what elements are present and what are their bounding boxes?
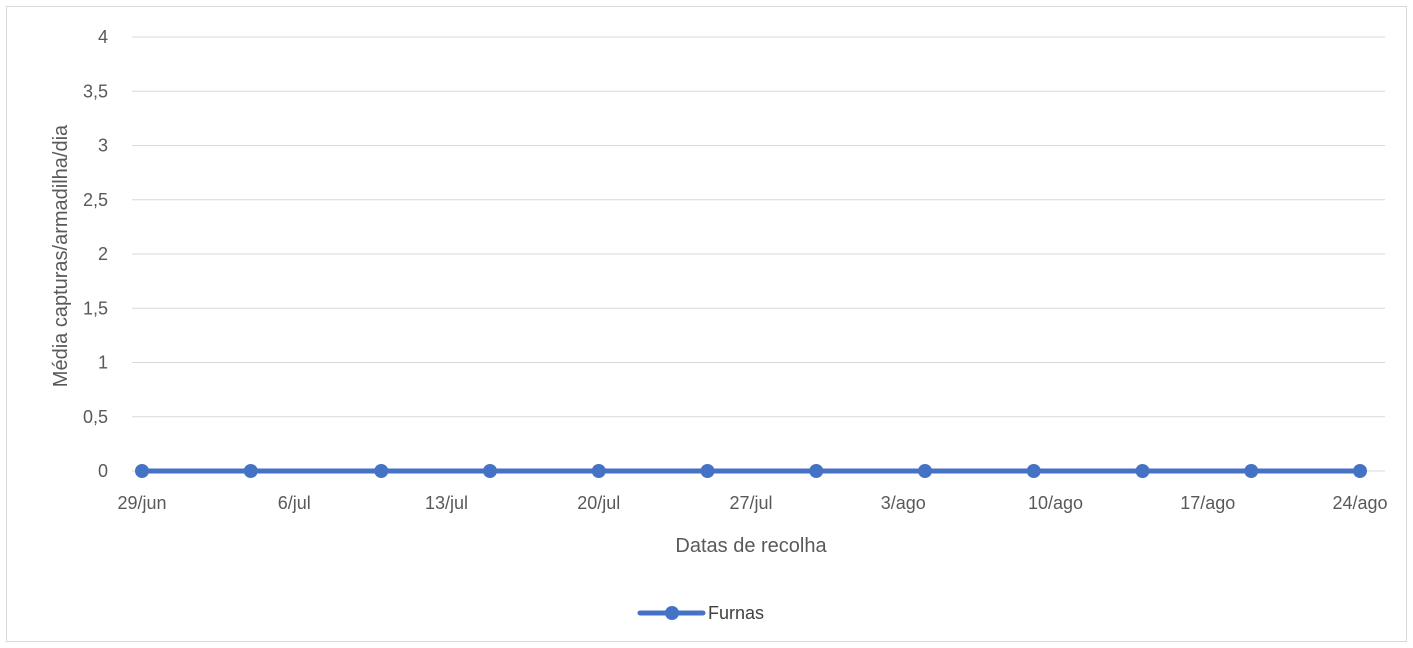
y-axis-title: Média capturas/armadilha/dia [50,124,72,387]
data-point [243,464,258,478]
x-tick-label: 13/jul [425,493,468,513]
chart-area [6,6,1407,642]
data-point [591,464,606,478]
data-point [135,464,149,478]
series-layer [135,464,1367,478]
y-tick-label: 0 [98,461,108,481]
data-point [1244,464,1259,478]
data-point [1026,464,1041,478]
gridlines [132,36,1385,472]
data-point [809,464,824,478]
y-tick-label: 3,5 [83,81,108,101]
y-tick-label: 1,5 [83,298,108,318]
y-tick-label: 0,5 [83,407,108,427]
legend-marker-furnas [665,606,679,620]
y-tick-label: 1 [98,353,108,373]
x-tick-label: 10/ago [1028,493,1083,513]
x-tick-label: 29/jun [117,493,166,513]
legend-label-furnas: Furnas [708,603,764,623]
y-axis-tick-labels: 0 0,5 1 1,5 2 2,5 3 3,5 4 [83,27,108,481]
data-point [374,464,389,478]
x-axis-title: Datas de recolha [675,535,827,557]
data-point [483,464,497,478]
x-tick-label: 17/ago [1180,493,1235,513]
data-point [700,464,715,478]
data-point [1353,464,1367,478]
x-tick-label: 20/jul [577,493,620,513]
y-tick-label: 3 [98,136,108,156]
x-axis-tick-labels: 29/jun 6/jul 13/jul 20/jul 27/jul 3/ago 10/ago… [117,493,1387,513]
x-tick-label: 6/jul [278,493,311,513]
data-point [1135,464,1150,478]
y-tick-label: 4 [98,27,108,47]
data-point [918,464,932,478]
y-tick-label: 2,5 [83,190,108,210]
y-tick-label: 2 [98,244,108,264]
x-tick-label: 3/ago [881,493,926,513]
x-tick-label: 24/ago [1332,493,1387,513]
x-tick-label: 27/jul [729,493,772,513]
legend: Furnas [637,603,764,623]
